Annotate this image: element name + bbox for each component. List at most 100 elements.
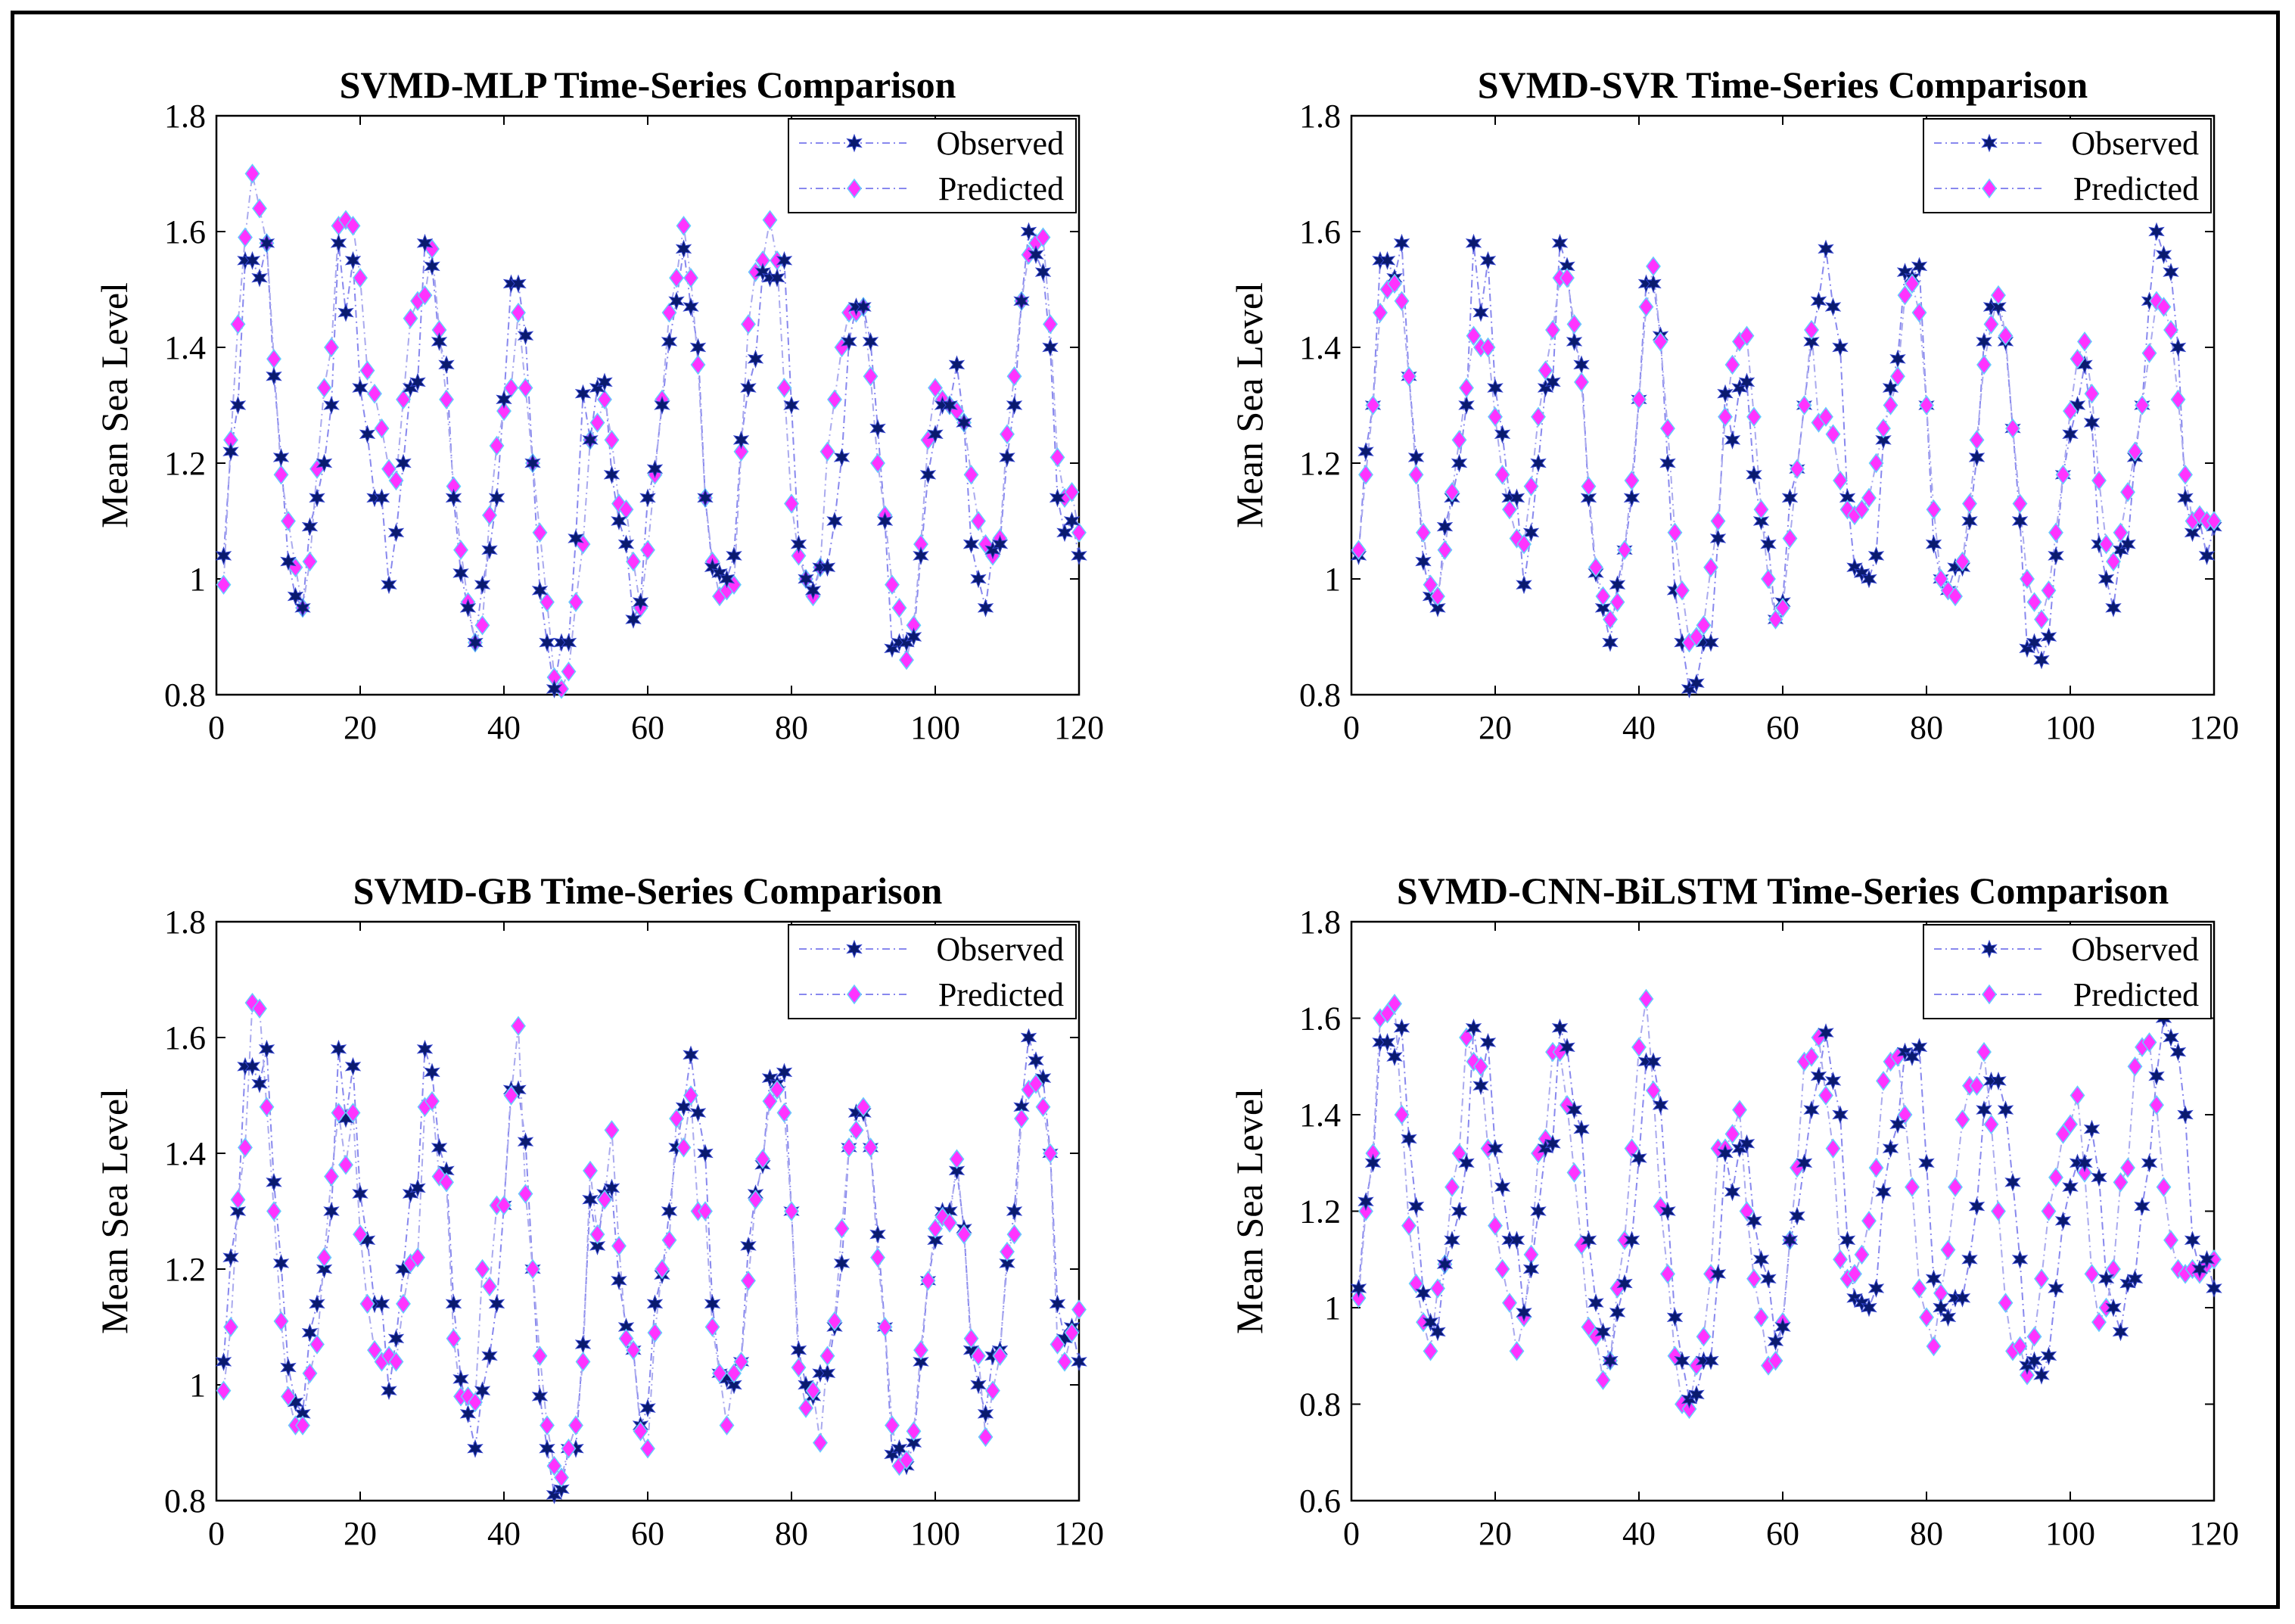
y-tick-label: 0.6	[1299, 1482, 1341, 1520]
data-point-observed	[1882, 1139, 1899, 1159]
data-point-predicted	[266, 1201, 281, 1221]
data-point-predicted	[2012, 1336, 2028, 1357]
data-point-observed	[776, 1062, 793, 1082]
data-point-predicted	[1854, 1244, 1870, 1265]
data-point-observed	[905, 627, 922, 646]
data-point-observed	[919, 465, 937, 484]
y-tick-label: 1	[189, 561, 206, 598]
data-point-predicted	[611, 1236, 627, 1256]
figure-frame	[11, 11, 2280, 1609]
data-point-predicted	[2077, 1162, 2092, 1183]
data-point-observed	[2062, 425, 2079, 444]
data-point-observed	[438, 355, 455, 375]
data-point-observed	[1659, 453, 1676, 473]
data-point-predicted	[1603, 609, 1618, 630]
data-point-predicted	[963, 1328, 979, 1349]
data-point-observed	[1508, 1230, 1525, 1250]
data-point-predicted	[784, 1201, 799, 1221]
data-point-observed	[1861, 569, 1877, 589]
data-point-observed	[1551, 1018, 1569, 1038]
data-point-predicted	[1502, 1293, 1517, 1313]
data-point-predicted	[1473, 1056, 1488, 1077]
data-point-observed	[639, 1398, 656, 1418]
data-point-predicted	[1566, 1162, 1582, 1183]
data-point-observed	[2083, 413, 2101, 432]
data-point-observed	[1976, 331, 1992, 351]
data-point-predicted	[712, 1363, 727, 1383]
data-point-observed	[2048, 546, 2064, 565]
data-point-observed	[689, 1103, 707, 1122]
data-point-observed	[1588, 1293, 1604, 1313]
data-point-observed	[1810, 291, 1827, 311]
data-point-observed	[1063, 512, 1081, 530]
data-point-predicted	[1459, 378, 1474, 398]
data-point-observed	[395, 453, 412, 473]
data-point-predicted	[798, 1398, 813, 1418]
data-point-predicted	[762, 1090, 778, 1112]
data-point-predicted	[748, 1189, 763, 1210]
data-point-predicted	[367, 1339, 382, 1361]
data-point-observed	[1042, 338, 1059, 357]
x-tick-label: 0	[1343, 1515, 1360, 1552]
data-point-predicted	[827, 1311, 842, 1332]
data-point-predicted	[2005, 418, 2020, 439]
data-point-predicted	[216, 574, 232, 595]
data-point-predicted	[324, 1166, 339, 1187]
data-point-observed	[553, 1479, 570, 1499]
data-point-observed	[1867, 1279, 1885, 1298]
data-point-observed	[459, 598, 477, 618]
data-point-predicted	[633, 1420, 648, 1442]
data-point-predicted	[1459, 1027, 1474, 1048]
data-point-observed	[244, 1056, 261, 1076]
data-point-observed	[280, 552, 297, 571]
data-point-predicted	[439, 1172, 454, 1193]
data-point-predicted	[489, 435, 505, 456]
data-point-predicted	[2156, 297, 2172, 317]
x-tick-label: 60	[1766, 709, 1799, 746]
data-point-observed	[1818, 239, 1834, 259]
data-point-predicted	[1933, 568, 1948, 590]
data-point-predicted	[1861, 487, 1877, 509]
data-point-observed	[1451, 1202, 1468, 1221]
legend-marker-predicted	[1982, 984, 1997, 1005]
data-point-predicted	[1588, 557, 1603, 577]
data-point-predicted	[424, 1090, 440, 1112]
data-point-observed	[2105, 598, 2122, 618]
data-point-observed	[445, 1294, 462, 1314]
data-point-predicted	[2163, 319, 2178, 341]
data-point-predicted	[655, 1258, 670, 1280]
data-point-observed	[1487, 1139, 1504, 1159]
data-point-observed	[1896, 263, 1914, 282]
data-point-predicted	[885, 1415, 900, 1436]
data-point-observed	[1925, 534, 1942, 554]
data-point-predicted	[2113, 1172, 2129, 1193]
data-point-observed	[546, 679, 563, 698]
data-point-predicted	[813, 1433, 828, 1453]
data-point-predicted	[1401, 366, 1416, 387]
x-tick-label: 120	[2189, 709, 2239, 746]
data-point-predicted	[819, 441, 835, 462]
data-point-predicted	[1969, 430, 1985, 450]
panel-cnn-bilstm: 0 20 40 60 80 100 120 0.6 0.8 1 1.2 1.4 1.6 1.8 SVMD-C…	[1228, 870, 2239, 1552]
data-point-predicted	[568, 592, 583, 612]
data-point-observed	[948, 355, 966, 375]
x-tick-label: 40	[487, 1515, 521, 1552]
data-point-predicted	[755, 1149, 770, 1169]
data-point-observed	[1479, 1032, 1497, 1052]
data-point-observed	[2169, 1042, 2187, 1062]
data-point-predicted	[1675, 580, 1690, 601]
data-point-predicted	[698, 1201, 713, 1221]
x-tick-label: 100	[2045, 709, 2095, 746]
data-point-predicted	[259, 1097, 275, 1118]
y-tick-label: 1.6	[164, 1019, 206, 1056]
data-point-observed	[309, 1294, 325, 1314]
data-point-observed	[1861, 1298, 1877, 1318]
data-point-predicted	[2063, 1114, 2078, 1134]
data-point-predicted	[877, 1317, 893, 1337]
legend-label: Observed	[2071, 931, 2199, 968]
data-point-observed	[2177, 488, 2194, 508]
data-point-predicted	[640, 1438, 655, 1459]
y-tick-label: 1.8	[164, 904, 206, 941]
x-tick-label: 100	[910, 709, 960, 746]
data-point-observed	[387, 1329, 405, 1349]
